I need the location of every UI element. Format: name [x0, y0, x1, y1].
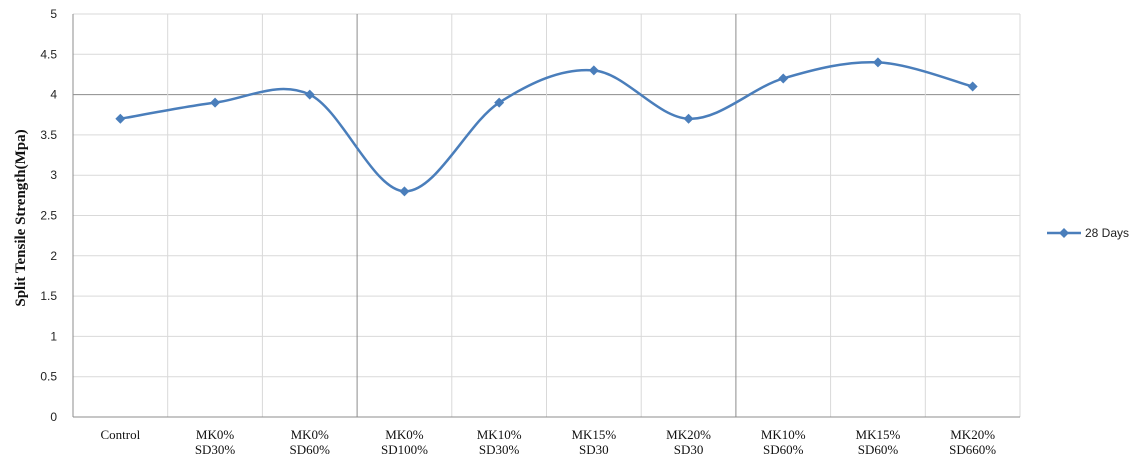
- series-line-28-days: [120, 60, 973, 193]
- x-tick-label: MK10% SD30%: [477, 427, 522, 457]
- y-tick-label: 4.5: [40, 47, 57, 61]
- data-point-marker: [683, 113, 694, 124]
- data-point-marker: [588, 65, 599, 76]
- y-tick-label: 3: [50, 168, 57, 182]
- data-point-marker: [399, 186, 410, 197]
- legend-label-28-days: 28 Days: [1085, 226, 1129, 240]
- data-point-marker: [210, 97, 221, 108]
- legend-marker-28-days: [1059, 228, 1069, 238]
- y-tick-label: 0.5: [40, 370, 57, 384]
- x-tick-label: MK0% SD30%: [195, 427, 236, 457]
- y-axis-ticks: 0 0.5 1 1.5 2 2.5 3 3.5 4 4.5 5: [40, 7, 57, 424]
- x-tick-label: MK20% SD660%: [949, 427, 996, 457]
- data-point-marker: [872, 57, 883, 68]
- x-axis-ticks: Control MK0% SD30% MK0% SD60% MK0% SD100% MK10%…: [100, 427, 996, 457]
- x-tick-label: MK10% SD60%: [761, 427, 806, 457]
- x-tick-label: MK15% SD30: [571, 427, 616, 457]
- data-point-marker: [967, 81, 978, 92]
- y-axis-label: Split Tensile Strength(Mpa): [13, 129, 29, 306]
- y-tick-label: 1.5: [40, 289, 57, 303]
- data-point-marker: [778, 73, 789, 84]
- y-tick-label: 2: [50, 249, 57, 263]
- data-point-marker: [115, 113, 126, 124]
- x-tick-label: MK0% SD60%: [290, 427, 331, 457]
- axes: [72, 14, 1020, 418]
- y-tick-label: 2.5: [40, 209, 57, 223]
- series-28-days: [115, 57, 978, 197]
- y-tick-label: 5: [50, 7, 57, 21]
- data-point-marker: [494, 97, 505, 108]
- x-tick-label: MK0% SD100%: [381, 427, 428, 457]
- x-tick-label: MK20% SD30: [666, 427, 711, 457]
- y-tick-label: 4: [50, 88, 57, 102]
- data-point-marker: [304, 89, 315, 100]
- y-tick-label: 1: [50, 329, 57, 343]
- grid-lines: [72, 13, 1021, 418]
- x-tick-label: Control: [100, 427, 140, 442]
- y-tick-label: 0: [50, 410, 57, 424]
- legend: 28 Days: [1047, 226, 1129, 240]
- x-tick-label: MK15% SD60%: [856, 427, 901, 457]
- y-tick-label: 3.5: [40, 128, 57, 142]
